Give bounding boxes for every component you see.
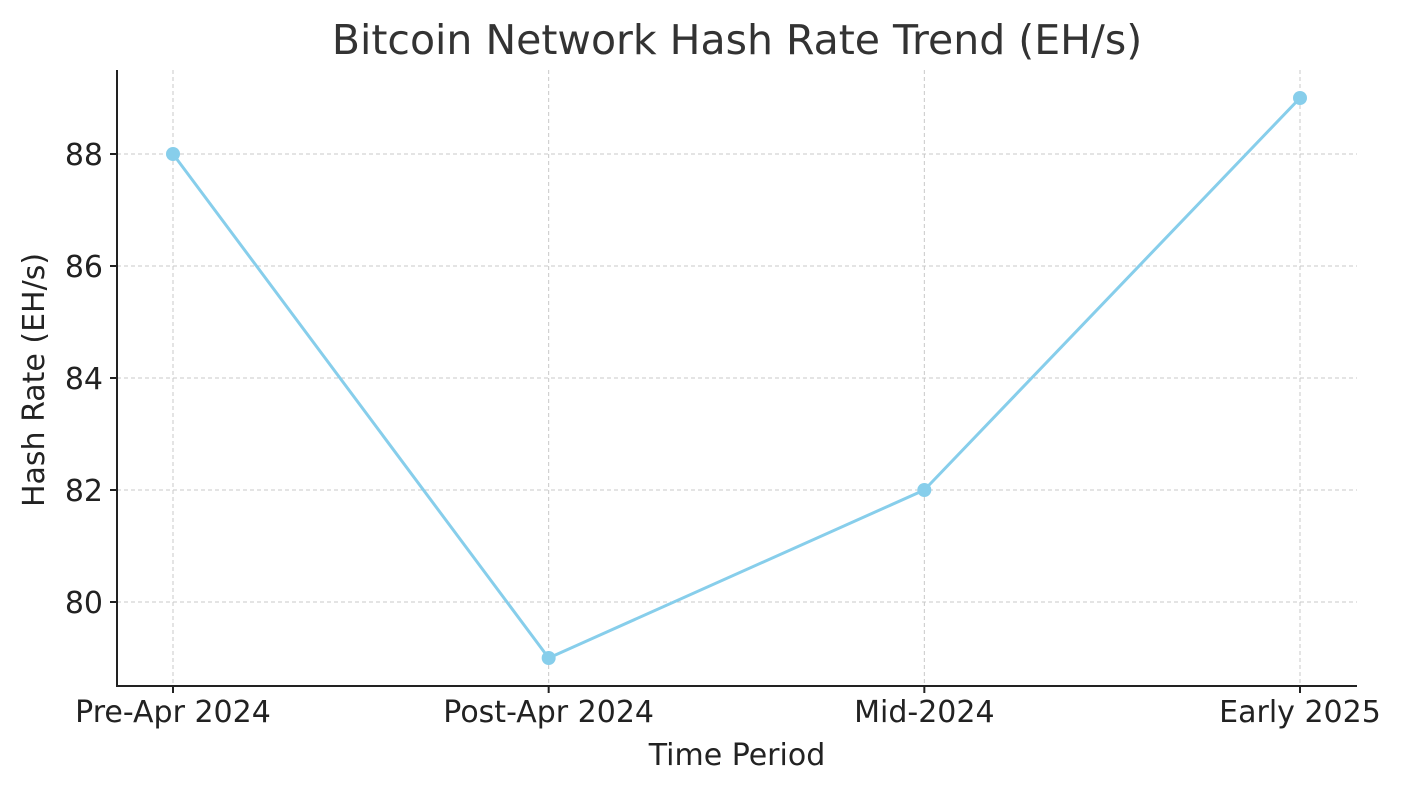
chart-title: Bitcoin Network Hash Rate Trend (EH/s)	[332, 16, 1142, 64]
x-tick-label: Pre-Apr 2024	[75, 695, 271, 730]
grid	[117, 70, 1357, 686]
series-line	[171, 96, 1302, 660]
series	[166, 91, 1307, 665]
data-point	[1293, 91, 1307, 105]
y-tick-label: 88	[65, 138, 103, 173]
y-tick-label: 82	[65, 474, 103, 509]
y-tick-label: 86	[65, 250, 103, 285]
x-tick-label: Early 2025	[1219, 695, 1381, 730]
y-tick-label: 84	[65, 362, 103, 397]
data-point	[541, 651, 556, 665]
x-tick-label: Mid-2024	[854, 695, 994, 730]
y-tick-label: 80	[65, 586, 103, 621]
x-axis-label: Time Period	[648, 738, 826, 773]
y-axis-label: Hash Rate (EH/s)	[17, 253, 52, 507]
data-point	[166, 147, 180, 161]
x-tick-label: Post-Apr 2024	[443, 695, 654, 730]
axis-ticks: Pre-Apr 2024 Post-Apr 2024 Mid-2024 Early 2…	[65, 138, 1381, 730]
data-point	[917, 483, 932, 497]
